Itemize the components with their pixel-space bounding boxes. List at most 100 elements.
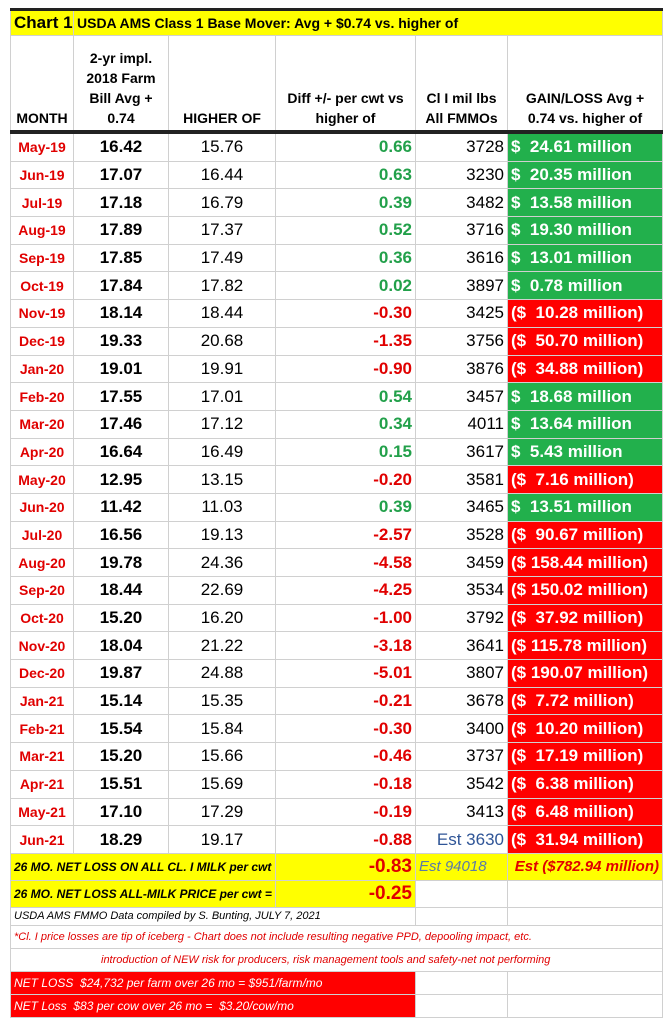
net-loss-per-farm: NET LOSS $24,732 per farm over 26 mo = $… (10, 970, 416, 995)
table-row: Jan-21 15.14 15.35 -0.21 3678 ($ 7.72 million… (10, 686, 663, 716)
gain-loss-cell: $ 19.30 million (507, 216, 663, 245)
diff-cell: -0.18 (275, 769, 416, 799)
month-cell: May-19 (10, 131, 74, 162)
diff-cell: 0.39 (275, 492, 416, 522)
higher-of-cell: 24.88 (168, 659, 276, 688)
table-row: Mar-20 17.46 17.12 0.34 4011 $ 13.64 million (10, 409, 663, 439)
header-diff: Diff +/- per cwt vs higher of (275, 35, 416, 134)
diff-cell: 0.66 (275, 131, 416, 162)
chart-label: Chart 1 (10, 8, 74, 36)
table-row: Sep-20 18.44 22.69 -4.25 3534 ($ 150.02 milli… (10, 576, 663, 605)
diff-cell: -4.58 (275, 548, 416, 577)
diff-cell: -3.18 (275, 631, 416, 661)
month-cell: Nov-20 (10, 631, 74, 661)
table-row: Sep-19 17.85 17.49 0.36 3616 $ 13.01 million (10, 243, 663, 273)
header-higher: HIGHER OF (168, 35, 276, 134)
avg-cell: 17.07 (73, 160, 169, 190)
class1-table: Chart 1 USDA AMS Class 1 Base Mover: Avg… (10, 8, 663, 1018)
summary-cl1-total: Est ($782.94 million) (507, 852, 663, 881)
gain-loss-cell: ($ 17.19 million) (507, 742, 663, 771)
volume-cell: 3617 (415, 437, 508, 467)
table-row: Jun-19 17.07 16.44 0.63 3230 $ 20.35 million (10, 160, 663, 190)
table-row: Jun-20 11.42 11.03 0.39 3465 $ 13.51 million (10, 492, 663, 522)
volume-cell: Est 3630 (415, 825, 508, 854)
gain-loss-cell: $ 0.78 million (507, 271, 663, 301)
table-row: Oct-19 17.84 17.82 0.02 3897 $ 0.78 million (10, 271, 663, 301)
table-row: May-19 16.42 15.76 0.66 3728 $ 24.61 million (10, 131, 663, 162)
diff-cell: 0.34 (275, 409, 416, 439)
higher-of-cell: 16.49 (168, 437, 276, 467)
month-cell: Feb-20 (10, 382, 74, 411)
avg-cell: 15.54 (73, 714, 169, 744)
avg-cell: 17.85 (73, 243, 169, 273)
avg-cell: 18.04 (73, 631, 169, 661)
month-cell: Jan-20 (10, 354, 74, 384)
gain-loss-cell: $ 13.58 million (507, 188, 663, 218)
header-volume: Cl I mil lbs All FMMOs (415, 35, 508, 134)
higher-of-cell: 20.68 (168, 326, 276, 356)
table-row: Mar-21 15.20 15.66 -0.46 3737 ($ 17.19 millio… (10, 742, 663, 771)
month-cell: Jul-19 (10, 188, 74, 218)
month-cell: Aug-20 (10, 548, 74, 577)
diff-cell: -0.88 (275, 825, 416, 854)
month-cell: May-21 (10, 797, 74, 827)
note-1: *Cl. I price losses are tip of iceberg -… (10, 924, 663, 949)
gain-loss-cell: $ 18.68 million (507, 382, 663, 411)
gain-loss-cell: $ 13.51 million (507, 492, 663, 522)
diff-cell: -0.30 (275, 714, 416, 744)
table-row: May-21 17.10 17.29 -0.19 3413 ($ 6.48 million… (10, 797, 663, 827)
volume-cell: 3528 (415, 520, 508, 550)
header-row: MONTH 2-yr impl. 2018 Farm Bill Avg + 0.… (10, 35, 663, 134)
month-cell: Aug-19 (10, 216, 74, 245)
gain-loss-cell: $ 20.35 million (507, 160, 663, 190)
volume-cell: 3756 (415, 326, 508, 356)
table-row: Aug-19 17.89 17.37 0.52 3716 $ 19.30 million (10, 216, 663, 245)
higher-of-cell: 21.22 (168, 631, 276, 661)
volume-cell: 3482 (415, 188, 508, 218)
header-gain-loss: GAIN/LOSS Avg + 0.74 vs. higher of (507, 35, 663, 134)
month-cell: Mar-20 (10, 409, 74, 439)
volume-cell: 3457 (415, 382, 508, 411)
higher-of-cell: 13.15 (168, 465, 276, 494)
gain-loss-cell: $ 13.01 million (507, 243, 663, 273)
source-row: USDA AMS FMMO Data compiled by S. Buntin… (10, 906, 663, 926)
diff-cell: 0.15 (275, 437, 416, 467)
avg-cell: 12.95 (73, 465, 169, 494)
avg-cell: 18.14 (73, 299, 169, 328)
diff-cell: -4.25 (275, 576, 416, 605)
spreadsheet: Chart 1 USDA AMS Class 1 Base Mover: Avg… (10, 8, 663, 1018)
table-row: Apr-21 15.51 15.69 -0.18 3542 ($ 6.38 million… (10, 769, 663, 799)
avg-cell: 19.87 (73, 659, 169, 688)
gain-loss-cell: ($ 158.44 million) (507, 548, 663, 577)
avg-cell: 17.10 (73, 797, 169, 827)
gain-loss-cell: ($ 34.88 million) (507, 354, 663, 384)
month-cell: Feb-21 (10, 714, 74, 744)
month-cell: Jun-21 (10, 825, 74, 854)
volume-cell: 3581 (415, 465, 508, 494)
volume-cell: 3425 (415, 299, 508, 328)
gain-loss-cell: ($ 50.70 million) (507, 326, 663, 356)
net-loss-per-cow: NET Loss $83 per cow over 26 mo = $3.20/… (10, 993, 416, 1018)
summary-allmilk-label: 26 MO. NET LOSS ALL-MILK PRICE per cwt = (10, 879, 276, 908)
month-cell: Jul-20 (10, 520, 74, 550)
volume-cell: 3616 (415, 243, 508, 273)
higher-of-cell: 16.79 (168, 188, 276, 218)
table-row: May-20 12.95 13.15 -0.20 3581 ($ 7.16 million… (10, 465, 663, 494)
avg-cell: 11.42 (73, 492, 169, 522)
avg-cell: 17.89 (73, 216, 169, 245)
avg-cell: 18.44 (73, 576, 169, 605)
higher-of-cell: 17.01 (168, 382, 276, 411)
month-cell: Mar-21 (10, 742, 74, 771)
table-row: Feb-21 15.54 15.84 -0.30 3400 ($ 10.20 millio… (10, 714, 663, 744)
diff-cell: 0.36 (275, 243, 416, 273)
higher-of-cell: 19.17 (168, 825, 276, 854)
note-2: introduction of NEW risk for producers, … (10, 947, 663, 972)
month-cell: Sep-20 (10, 576, 74, 605)
volume-cell: 3400 (415, 714, 508, 744)
gain-loss-cell: ($ 10.28 million) (507, 299, 663, 328)
gain-loss-cell: $ 5.43 million (507, 437, 663, 467)
volume-cell: 3542 (415, 769, 508, 799)
higher-of-cell: 18.44 (168, 299, 276, 328)
gain-loss-cell: ($ 31.94 million) (507, 825, 663, 854)
header-month: MONTH (10, 35, 74, 134)
